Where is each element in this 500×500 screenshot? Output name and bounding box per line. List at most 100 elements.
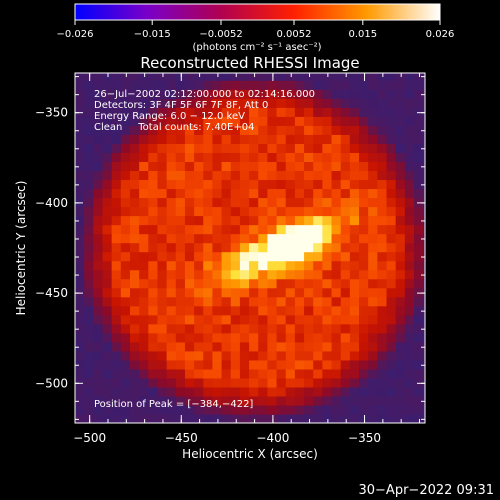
heatmap-cell: [340, 107, 351, 117]
heatmap-cell: [276, 80, 287, 90]
y-tick-label: −400: [35, 196, 68, 210]
heatmap-cell: [404, 170, 415, 181]
heatmap-cell: [148, 278, 159, 289]
heatmap-cell: [148, 287, 159, 298]
heatmap-cell: [148, 215, 159, 226]
heatmap-cell: [239, 215, 250, 226]
heatmap-cell: [423, 233, 425, 244]
heatmap-cell: [313, 404, 323, 415]
heatmap-cell: [349, 296, 360, 307]
heatmap-cell: [267, 179, 278, 190]
heatmap-cell: [267, 332, 278, 343]
colorbar-tick-label: −0.0052: [199, 29, 242, 40]
heatmap-cell: [276, 386, 287, 397]
heatmap-cell: [294, 116, 305, 126]
heatmap-cell: [395, 161, 406, 172]
heatmap-cell: [84, 278, 94, 289]
heatmap-cell: [276, 413, 287, 423]
heatmap-cell: [84, 188, 94, 199]
heatmap-cell: [395, 224, 406, 235]
heatmap-cell: [184, 350, 195, 361]
heatmap-cell: [304, 152, 314, 162]
heatmap-cell: [203, 368, 214, 379]
heatmap-cell: [203, 125, 214, 135]
heatmap-cell: [157, 377, 168, 388]
heatmap-cell: [175, 224, 186, 235]
heatmap-cell: [285, 278, 296, 289]
heatmap-cell: [349, 188, 360, 199]
heatmap-cell: [75, 404, 85, 415]
heatmap-cell: [322, 287, 333, 298]
heatmap-cell: [203, 224, 214, 235]
heatmap-cell: [377, 350, 388, 361]
heatmap-cell: [258, 215, 269, 226]
heatmap-cell: [395, 89, 406, 99]
heatmap-cell: [249, 323, 259, 334]
heatmap-cell: [194, 170, 204, 181]
heatmap-cell: [377, 197, 388, 208]
heatmap-cell: [258, 350, 269, 361]
heatmap-cell: [294, 305, 305, 316]
heatmap-cell: [395, 269, 406, 280]
heatmap-cell: [294, 269, 305, 280]
heatmap-cell: [322, 215, 333, 226]
heatmap-cell: [294, 296, 305, 307]
heatmap-cell: [285, 170, 296, 181]
heatmap-cell: [148, 341, 159, 352]
heatmap-cell: [212, 188, 223, 199]
heatmap-cell: [331, 125, 342, 135]
heatmap-cell: [175, 368, 186, 379]
heatmap-cell: [166, 413, 177, 423]
heatmap-cell: [148, 125, 159, 135]
heatmap-cell: [221, 197, 232, 208]
heatmap-cell: [111, 233, 122, 244]
heatmap-cell: [93, 80, 104, 90]
chart-title: Reconstructed RHESSI Image: [140, 54, 359, 72]
heatmap-cell: [423, 152, 425, 162]
heatmap-cell: [129, 332, 140, 343]
heatmap-cell: [423, 251, 425, 262]
heatmap-cell: [377, 404, 388, 415]
heatmap-cell: [322, 125, 333, 135]
heatmap-cell: [175, 206, 186, 217]
colorbar-ticks: [74, 20, 441, 25]
heatmap-cell: [184, 80, 195, 90]
heatmap-cell: [340, 242, 351, 253]
heatmap-cell: [331, 350, 342, 361]
heatmap-cell: [184, 404, 195, 415]
heatmap-cell: [368, 269, 378, 280]
heatmap-cell: [404, 197, 415, 208]
y-tick-label: −450: [35, 286, 68, 300]
heatmap-cell: [129, 260, 140, 271]
heatmap-cell: [212, 404, 223, 415]
heatmap-cell: [322, 395, 333, 406]
heatmap-cell: [404, 224, 415, 235]
heatmap-cell: [157, 296, 168, 307]
heatmap-cell: [166, 125, 177, 135]
heatmap-cell: [304, 143, 314, 153]
heatmap-cell: [129, 386, 140, 397]
heatmap-cell: [404, 215, 415, 226]
heatmap-cell: [322, 314, 333, 325]
heatmap-cell: [184, 197, 195, 208]
heatmap-cell: [414, 260, 424, 271]
heatmap-cell: [84, 80, 94, 90]
heatmap-cell: [276, 116, 287, 126]
heatmap-cell: [111, 413, 122, 423]
heatmap-cell: [166, 287, 177, 298]
heatmap-cell: [294, 188, 305, 199]
heatmap-cell: [157, 242, 168, 253]
heatmap-cell: [157, 215, 168, 226]
observation-info: 26−Jul−2002 02:12:00.000 to 02:14:16.000…: [94, 89, 315, 410]
heatmap-cell: [111, 242, 122, 253]
colorbar-tick-label: 0.0052: [277, 29, 312, 40]
heatmap-cell: [139, 350, 149, 361]
heatmap-cell: [184, 296, 195, 307]
heatmap-cell: [304, 278, 314, 289]
heatmap-cell: [313, 260, 323, 271]
heatmap-cell: [285, 89, 296, 99]
heatmap-cell: [258, 89, 269, 99]
heatmap-cell: [404, 368, 415, 379]
heatmap-cell: [102, 107, 113, 117]
heatmap-cell: [404, 242, 415, 253]
